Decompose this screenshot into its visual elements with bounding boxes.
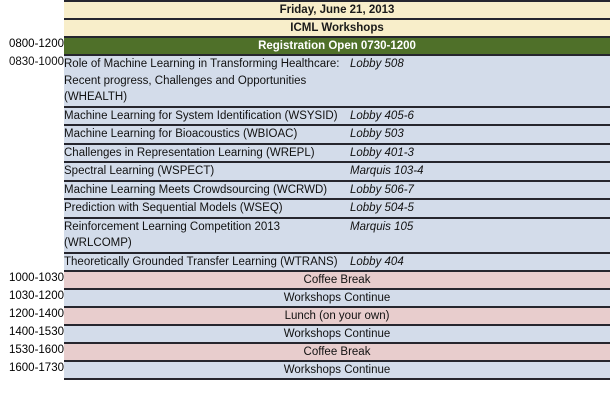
workshop-venue: Lobby 401-3 — [350, 142, 610, 162]
workshop-row: Machine Learning for System Identificati… — [0, 105, 610, 125]
schedule-row: 1600-1730 Workshops Continue — [0, 360, 610, 380]
time-gutter-empty — [0, 1, 64, 19]
workshop-row: Challenges in Representation Learning (W… — [0, 142, 610, 162]
workshop-title: Role of Machine Learning in Transforming… — [64, 54, 350, 107]
workshop-venue: Marquis 105 — [350, 216, 610, 253]
workshop-venue: Lobby 504-5 — [350, 198, 610, 218]
registration-time: 0800-1200 — [0, 37, 64, 55]
schedule-row: 1400-1530 Workshops Continue — [0, 324, 610, 343]
registration-row: 0800-1200 Registration Open 0730-1200 — [0, 36, 610, 56]
page-subtitle: ICML Workshops — [64, 18, 610, 38]
page-title: Friday, June 21, 2013 — [64, 0, 610, 20]
schedule-row: 1200-1400 Lunch (on your own) — [0, 306, 610, 325]
schedule-row-label: Workshops Continue — [64, 324, 610, 343]
schedule-row-time: 1200-1400 — [0, 307, 64, 325]
workshop-venue: Marquis 103-4 — [350, 161, 610, 181]
workshop-title: Theoretically Grounded Transfer Learning… — [64, 251, 350, 271]
schedule-row: 1030-1200 Workshops Continue — [0, 288, 610, 307]
time-gutter-empty — [0, 19, 64, 37]
workshop-venue: Lobby 405-6 — [350, 105, 610, 125]
workshop-row: Machine Learning for Bioacoustics (WBIOA… — [0, 124, 610, 144]
schedule-row-label: Workshops Continue — [64, 360, 610, 380]
schedule-row: 1530-1600 Coffee Break — [0, 342, 610, 361]
workshop-title: Machine Learning for Bioacoustics (WBIOA… — [64, 124, 350, 144]
workshop-title: Spectral Learning (WSPECT) — [64, 161, 350, 181]
workshop-row: 0830-1000 Role of Machine Learning in Tr… — [0, 54, 610, 271]
workshop-row: Machine Learning Meets Crowdsourcing (WC… — [0, 179, 610, 199]
workshop-title: Challenges in Representation Learning (W… — [64, 142, 350, 162]
schedule-row-time: 1000-1030 — [0, 271, 64, 289]
workshop-row: Theoretically Grounded Transfer Learning… — [0, 251, 610, 271]
registration-label: Registration Open 0730-1200 — [64, 36, 610, 56]
schedule-row-label: Workshops Continue — [64, 288, 610, 307]
subtitle-row: ICML Workshops — [0, 18, 610, 38]
workshop-row: Spectral Learning (WSPECT) Marquis 103-4 — [0, 161, 610, 181]
schedule-row: 1000-1030 Coffee Break — [0, 270, 610, 289]
schedule-row-time: 1030-1200 — [0, 289, 64, 307]
schedule-row-time: 1400-1530 — [0, 325, 64, 343]
workshop-row: Prediction with Sequential Models (WSEQ)… — [0, 198, 610, 218]
workshop-venue: Lobby 404 — [350, 251, 610, 271]
title-row: Friday, June 21, 2013 — [0, 0, 610, 20]
schedule-row-label: Coffee Break — [64, 270, 610, 289]
workshop-title: Prediction with Sequential Models (WSEQ) — [64, 198, 350, 218]
workshop-venue: Lobby 503 — [350, 124, 610, 144]
schedule-row-label: Coffee Break — [64, 342, 610, 361]
schedule-row-label: Lunch (on your own) — [64, 306, 610, 325]
schedule-row-time: 1600-1730 — [0, 361, 64, 379]
workshop-title: Machine Learning for System Identificati… — [64, 105, 350, 125]
workshop-venue: Lobby 508 — [350, 54, 610, 107]
workshop-venue: Lobby 506-7 — [350, 179, 610, 199]
workshop-title: Machine Learning Meets Crowdsourcing (WC… — [64, 179, 350, 199]
workshop-title: Reinforcement Learning Competition 2013 … — [64, 216, 350, 253]
schedule-body: Friday, June 21, 2013 ICML Workshops 080… — [0, 0, 610, 380]
conference-schedule-table: Friday, June 21, 2013 ICML Workshops 080… — [0, 0, 610, 380]
workshop-row: Reinforcement Learning Competition 2013 … — [0, 216, 610, 253]
workshop-block-time: 0830-1000 — [0, 55, 64, 271]
schedule-row-time: 1530-1600 — [0, 343, 64, 361]
